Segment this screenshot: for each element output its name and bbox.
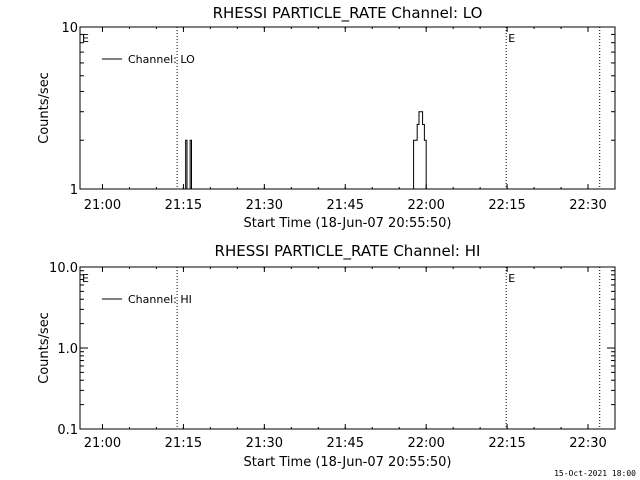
panel1-x-tick-label: 21:45 [327, 198, 364, 213]
panel2-x-tick-label: 21:30 [246, 436, 283, 451]
panel1-y-tick-label: 10 [61, 21, 78, 36]
panel2-plot-frame [79, 266, 616, 430]
panel2-y-tick-label: 1.0 [57, 342, 78, 357]
panel1-x-tick-label: 22:00 [407, 198, 444, 213]
panel2-x-tick-label: 21:45 [327, 436, 364, 451]
footer-timestamp: 15-Oct-2021 18:00 [554, 469, 636, 478]
panel2-y-tick-label: 0.1 [57, 423, 78, 438]
panel1-x-tick-label: 22:15 [488, 198, 525, 213]
panel1-x-axis-label: Start Time (18-Jun-07 20:55:50) [244, 216, 452, 231]
panel2-x-tick-label: 22:00 [407, 436, 444, 451]
panel2-y-tick-label: 10.0 [49, 261, 78, 276]
panel1-x-tick-label: 22:30 [569, 198, 606, 213]
panel2-legend-label: Channel: HI [128, 293, 192, 306]
panel2-x-tick-label: 22:30 [569, 436, 606, 451]
panel1-y-axis-label: Counts/sec [37, 72, 52, 144]
panel1-y-tick-label: 1 [70, 183, 78, 198]
panel2-x-tick-label: 22:15 [488, 436, 525, 451]
panel1-corner-label: E [82, 32, 89, 45]
panel1-chart-title: RHESSI PARTICLE_RATE Channel: LO [213, 4, 483, 23]
panel2-y-axis-label: Counts/sec [37, 312, 52, 384]
panel1-legend-label: Channel: LO [128, 53, 195, 66]
panel1-x-tick-label: 21:15 [165, 198, 202, 213]
panel2-x-axis-label: Start Time (18-Jun-07 20:55:50) [244, 455, 452, 470]
panel2-event-label: E [508, 272, 515, 285]
panel2-x-tick-label: 21:00 [84, 436, 121, 451]
panel2-corner-label: E [82, 272, 89, 285]
panel2-x-tick-label: 21:15 [165, 436, 202, 451]
panel1-event-label: E [508, 32, 515, 45]
panel1-x-tick-label: 21:00 [84, 198, 121, 213]
panel1-x-tick-label: 21:30 [246, 198, 283, 213]
panel1-plot-frame [79, 26, 616, 190]
panel2-chart-title: RHESSI PARTICLE_RATE Channel: HI [215, 242, 481, 261]
panel1-series-line [184, 111, 427, 190]
